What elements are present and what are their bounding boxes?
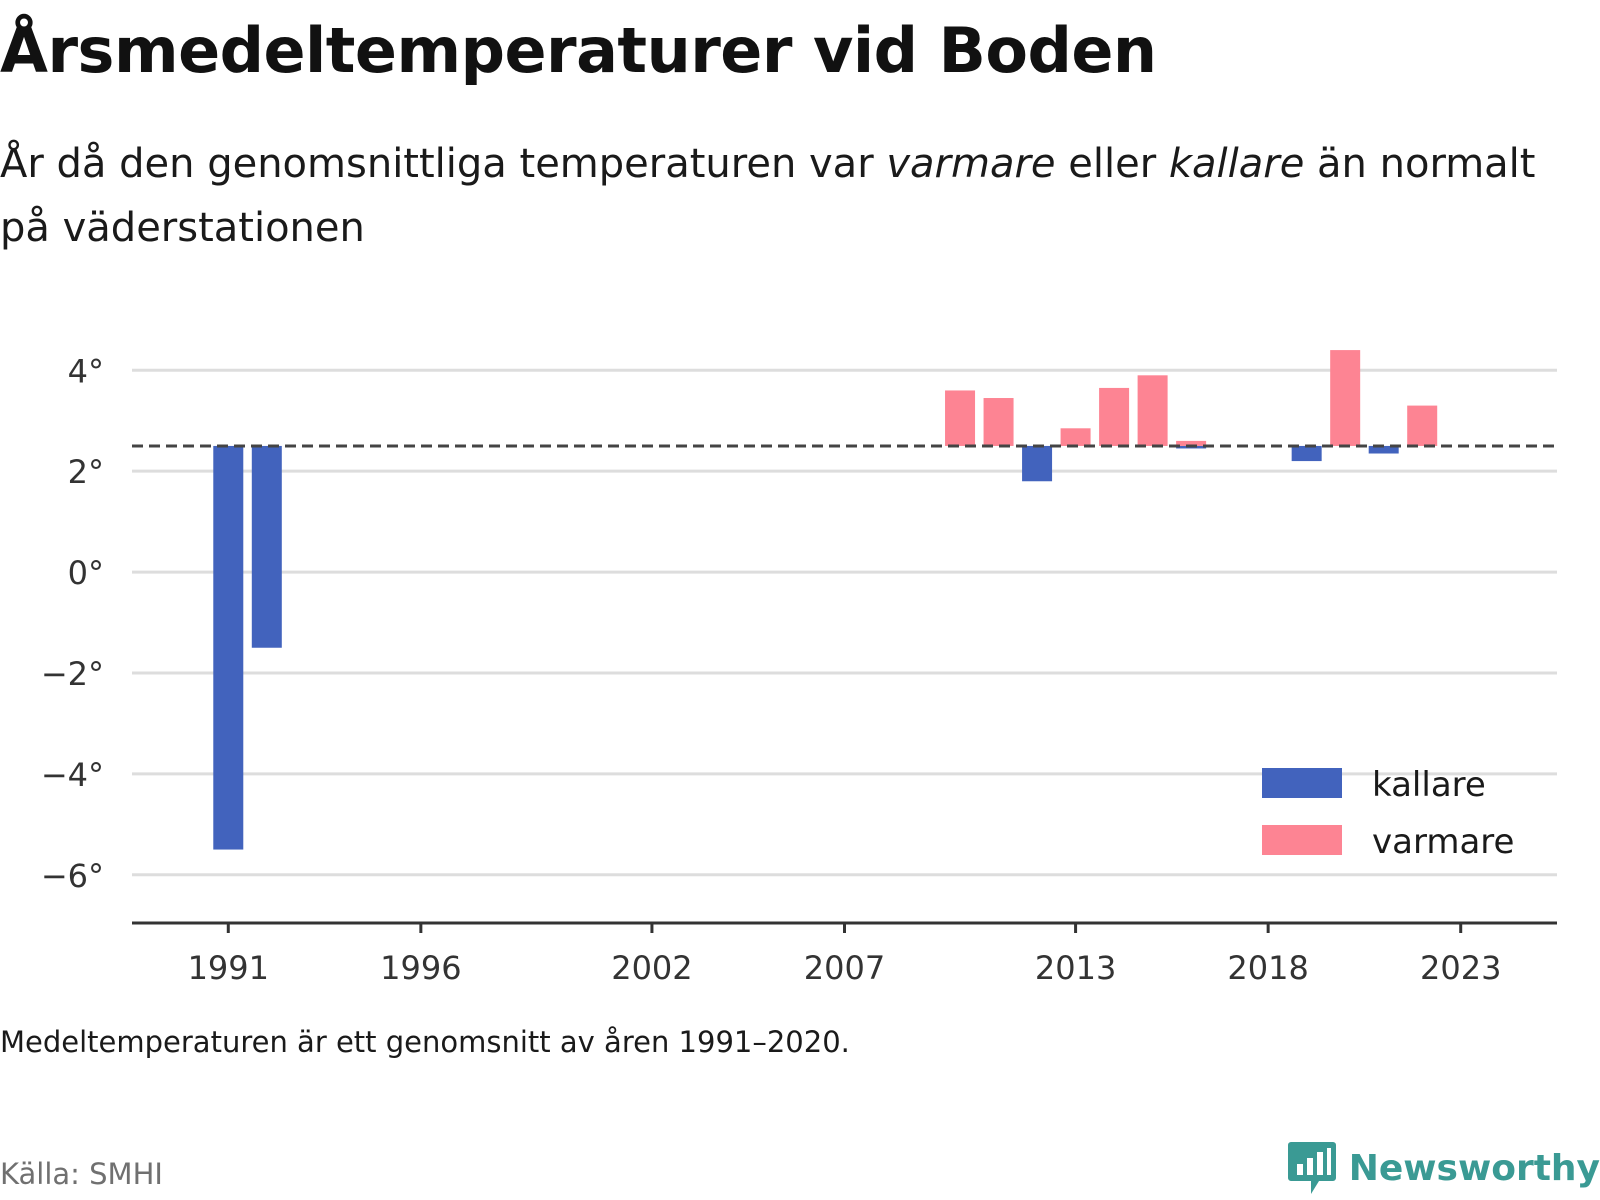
varmare-bar — [1060, 428, 1091, 446]
varmare-bar — [1137, 375, 1168, 446]
x-tick-label: 2013 — [1035, 949, 1116, 980]
kallare-bar — [213, 445, 244, 850]
source-label: Källa: SMHI — [0, 1157, 163, 1191]
x-tick-label: 2023 — [1420, 949, 1501, 980]
varmare-bar — [983, 398, 1014, 446]
legend-swatch-varmare — [1262, 825, 1342, 855]
subtitle-text-1: År då den genomsnittliga temperaturen va… — [0, 141, 887, 187]
legend-swatch-kallare — [1262, 768, 1342, 798]
x-tick-label: 1991 — [188, 949, 269, 980]
legend-label-kallare: kallare — [1372, 765, 1486, 805]
subtitle-emphasis-kallare: kallare — [1168, 141, 1305, 187]
subtitle-text-3: än normalt på väderstationen — [0, 141, 1536, 251]
y-tick-label: 2° — [68, 453, 104, 491]
grid-lines — [132, 368, 1557, 877]
varmare-bar — [1407, 405, 1438, 446]
footnote: Medeltemperaturen är ett genomsnitt av å… — [0, 1025, 850, 1059]
varmare-bar — [1099, 387, 1130, 446]
axes: 4° 2° 0° −2° −4° −6° 1991 1996 2002 2007 2013 2018 2… — [41, 352, 1557, 980]
subtitle-text-2: eller — [1055, 141, 1169, 187]
legend-label-varmare: varmare — [1372, 822, 1514, 862]
subtitle-emphasis-varmare: varmare — [886, 141, 1056, 187]
x-tick-label: 1996 — [380, 949, 461, 980]
y-tick-label: 4° — [68, 352, 104, 390]
bars — [213, 350, 1438, 850]
varmare-bar — [1176, 440, 1207, 446]
chart-subtitle: År då den genomsnittliga temperaturen va… — [0, 132, 1560, 260]
temperature-bar-chart: 4° 2° 0° −2° −4° −6° 1991 1996 2002 2007 2013 2018 2… — [41, 350, 1557, 980]
x-tick-label: 2007 — [804, 949, 885, 980]
x-tick-label: 2002 — [611, 949, 692, 980]
brand-name: Newsworthy — [1348, 1147, 1600, 1189]
kallare-bar — [251, 445, 282, 648]
y-tick-label: −6° — [41, 857, 104, 895]
y-tick-label: −4° — [41, 756, 104, 794]
kallare-bar — [1022, 445, 1053, 482]
varmare-bar — [945, 390, 976, 446]
y-tick-label: 0° — [68, 554, 104, 592]
legend: kallare varmare — [1262, 765, 1514, 862]
y-tick-label: −2° — [41, 655, 104, 693]
brand-logo: Newsworthy — [1287, 1140, 1600, 1196]
kallare-bar — [1291, 445, 1322, 462]
varmare-bar — [1330, 350, 1361, 446]
newsworthy-logo-icon — [1287, 1142, 1336, 1194]
chart-title: Årsmedeltemperaturer vid Boden — [0, 14, 1157, 87]
kallare-bar — [1368, 445, 1399, 454]
x-tick-label: 2018 — [1227, 949, 1308, 980]
